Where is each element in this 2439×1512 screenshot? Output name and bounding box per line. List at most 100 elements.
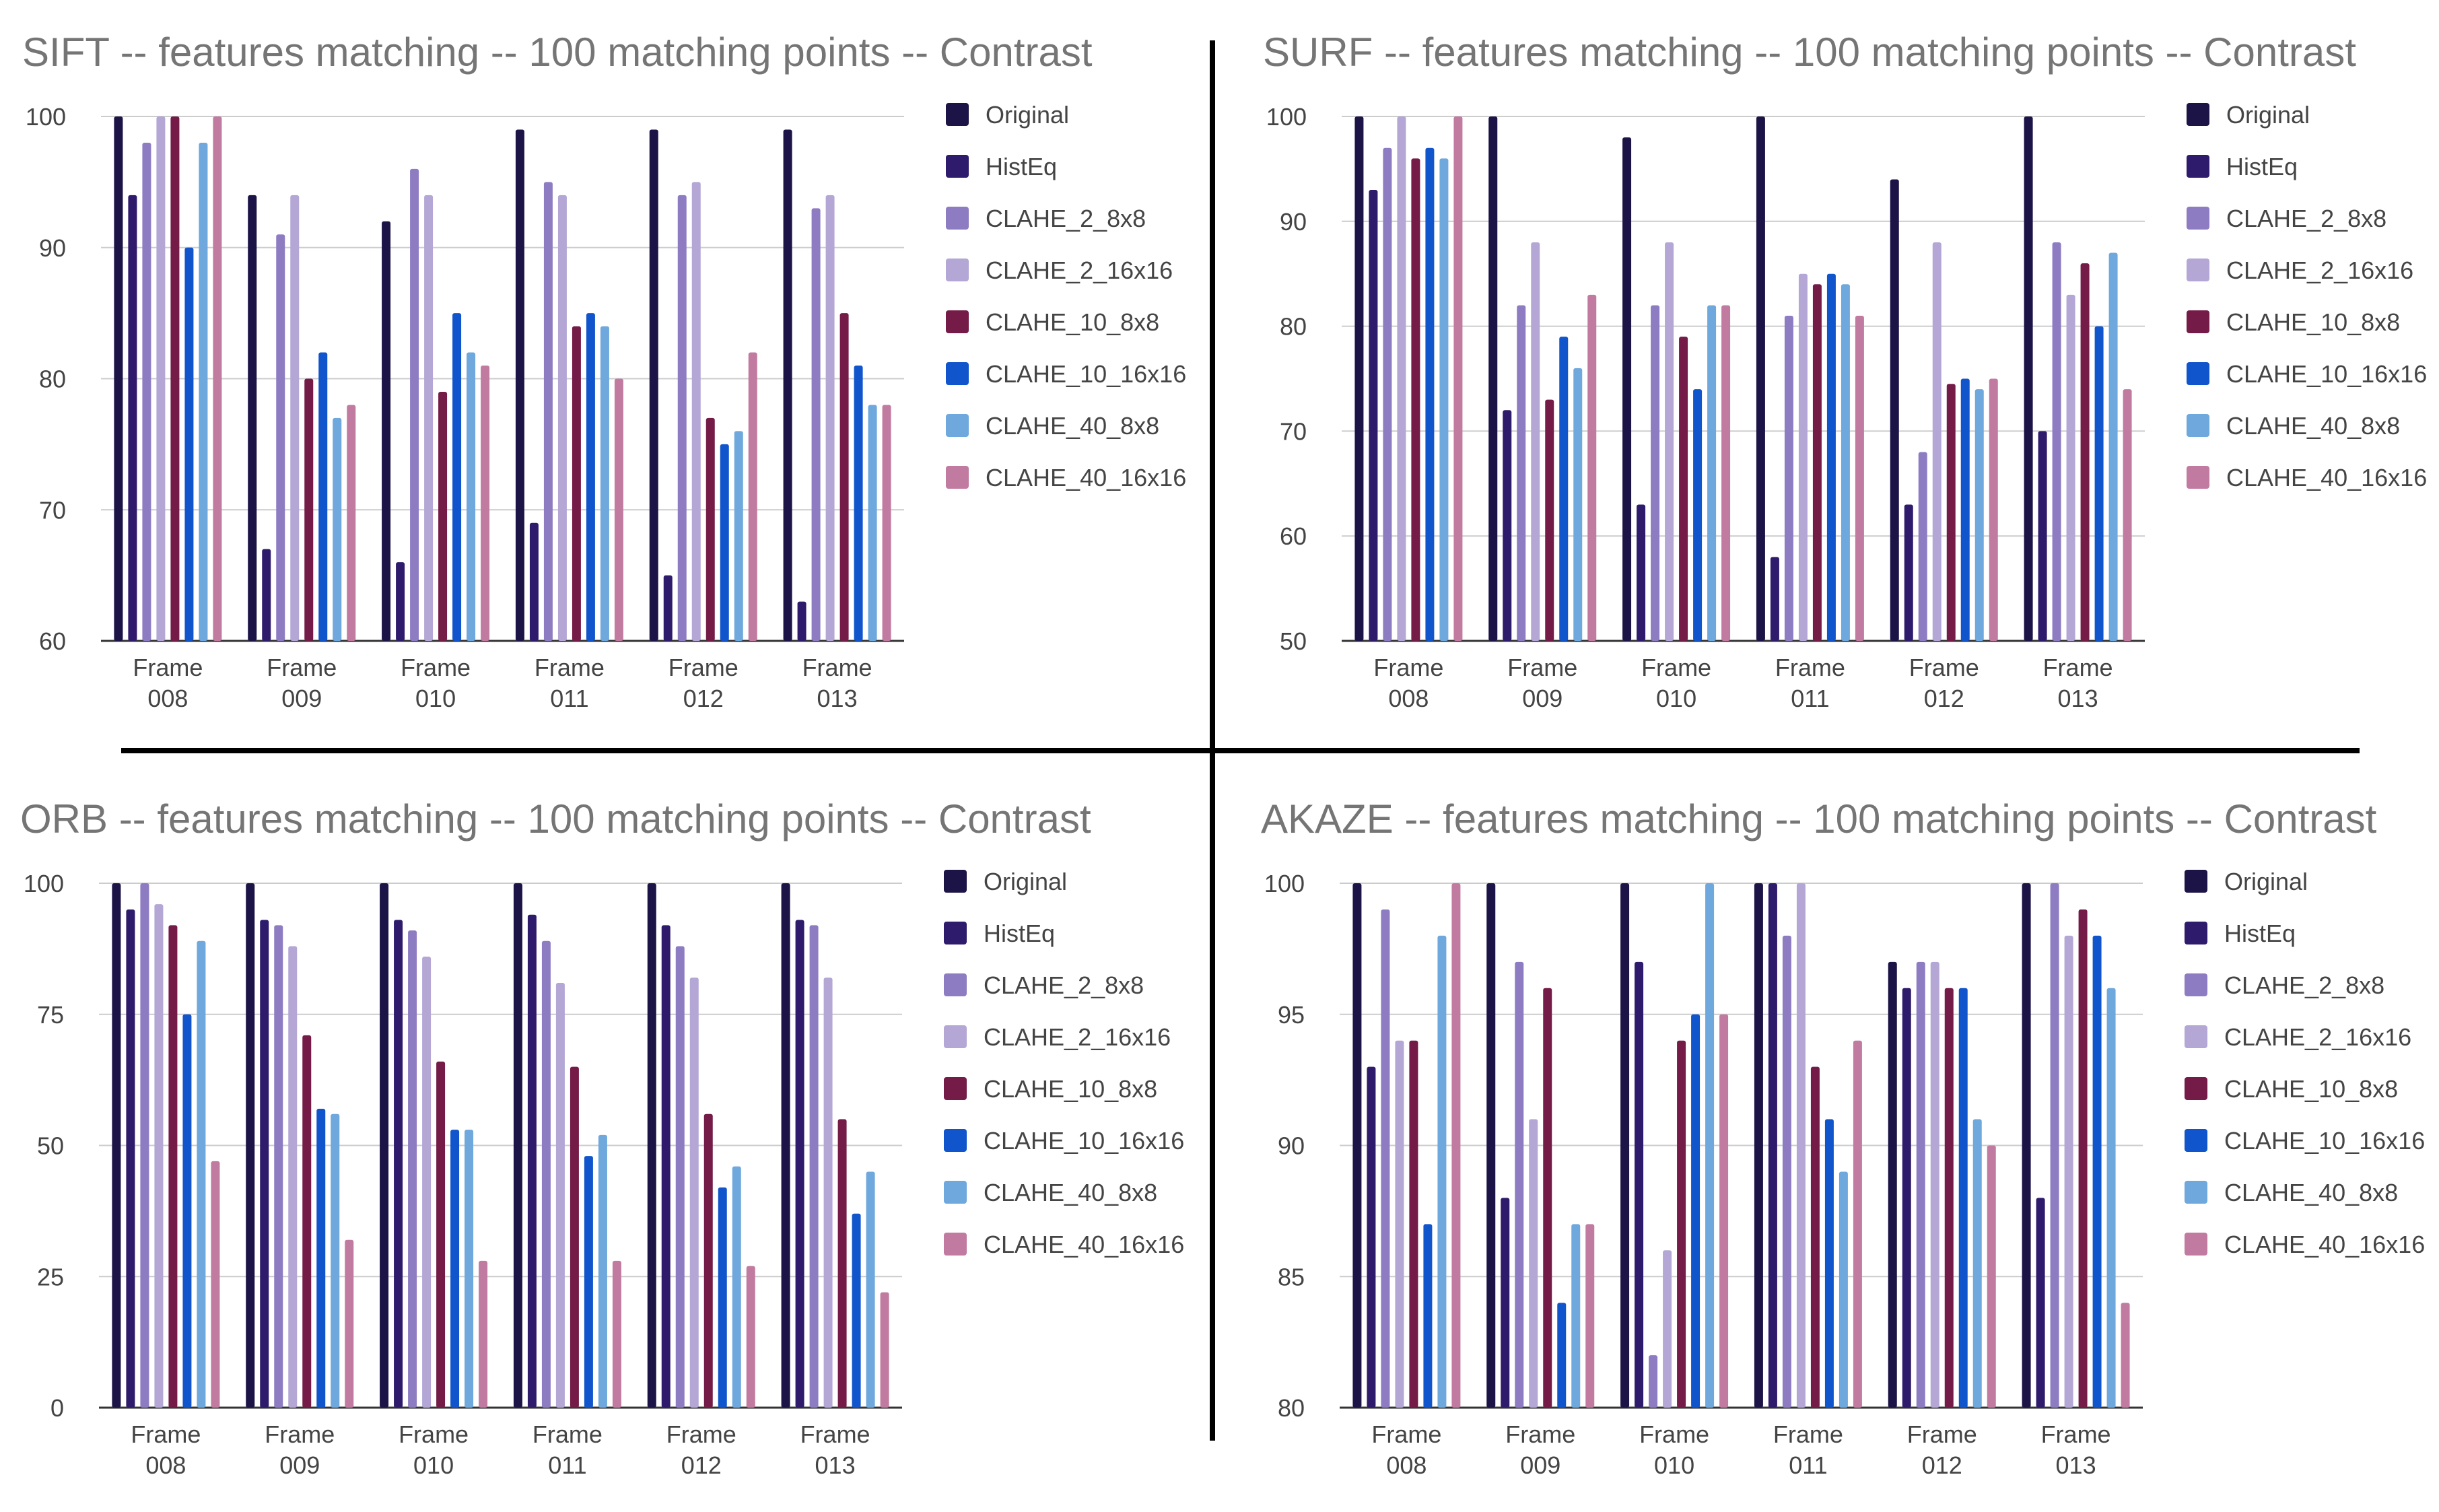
x-tick-label: Frame [1773, 1420, 1843, 1448]
bar-clahe-2-8x8 [1651, 305, 1660, 641]
legend-label: CLAHE_10_8x8 [986, 308, 1159, 336]
chart-title: SIFT -- features matching -- 100 matchin… [22, 30, 1093, 75]
bar-original [1754, 883, 1763, 1408]
bar-original [1890, 179, 1899, 642]
bar-clahe-2-8x8 [274, 925, 283, 1408]
bar-clahe-40-16x16 [748, 352, 757, 641]
legend-label: CLAHE_2_8x8 [2224, 971, 2384, 999]
x-tick-label: Frame [1909, 654, 1979, 681]
bar-clahe-10-16x16 [316, 1108, 326, 1408]
bar-histeq [1501, 1198, 1510, 1408]
bar-clahe-10-8x8 [837, 1119, 847, 1408]
bar-clahe-2-16x16 [557, 195, 567, 642]
bar-clahe-10-8x8 [436, 1061, 446, 1408]
legend-swatch [944, 870, 967, 893]
legend-label: CLAHE_40_16x16 [2224, 1231, 2425, 1258]
bar-clahe-40-8x8 [1972, 1119, 1982, 1408]
legend-swatch [2187, 155, 2209, 178]
x-tick-label: 008 [1388, 685, 1429, 712]
bar-clahe-10-16x16 [1423, 1224, 1433, 1408]
bar-original [112, 883, 121, 1408]
legend-label: HistEq [986, 153, 1057, 180]
bar-clahe-10-8x8 [706, 417, 715, 641]
bar-clahe-10-16x16 [2092, 935, 2102, 1408]
bar-histeq [1637, 504, 1646, 641]
legend-label: CLAHE_10_16x16 [2224, 1127, 2425, 1155]
bar-original [1354, 116, 1364, 641]
legend-swatch [946, 207, 969, 230]
y-tick-label: 95 [1278, 1001, 1305, 1029]
bar-original [1756, 116, 1765, 641]
bar-clahe-40-16x16 [1587, 294, 1597, 641]
x-tick-label: Frame [666, 1420, 736, 1448]
bar-clahe-10-8x8 [1677, 1040, 1686, 1408]
bar-original [2024, 116, 2033, 641]
bar-clahe-40-16x16 [345, 1239, 354, 1408]
bar-clahe-10-8x8 [1946, 384, 1956, 641]
bar-clahe-40-8x8 [1437, 935, 1447, 1408]
bar-clahe-10-8x8 [304, 378, 314, 641]
legend-swatch [2185, 870, 2207, 893]
bar-clahe-2-16x16 [290, 195, 300, 642]
bar-clahe-2-8x8 [1381, 909, 1390, 1408]
bar-clahe-2-8x8 [1649, 1355, 1658, 1408]
bar-histeq [1770, 557, 1779, 641]
bar-clahe-10-8x8 [2080, 263, 2090, 641]
x-tick-label: 011 [548, 1451, 586, 1479]
bar-clahe-2-8x8 [408, 930, 417, 1408]
bar-clahe-2-16x16 [555, 983, 565, 1408]
bar-clahe-40-16x16 [1853, 1040, 1862, 1408]
legend-label: CLAHE_40_8x8 [2224, 1179, 2398, 1206]
legend-label: CLAHE_10_8x8 [2226, 308, 2400, 336]
bar-clahe-40-8x8 [333, 417, 342, 641]
bar-clahe-40-16x16 [479, 1260, 488, 1408]
bar-original [647, 883, 656, 1408]
bar-clahe-10-8x8 [302, 1035, 312, 1408]
legend-swatch [946, 310, 969, 333]
bar-clahe-40-8x8 [197, 940, 206, 1408]
legend-swatch [944, 922, 967, 944]
bar-clahe-40-8x8 [1571, 1224, 1581, 1408]
bar-clahe-2-16x16 [1531, 242, 1540, 642]
legend-swatch [946, 466, 969, 489]
x-tick-label: Frame [2041, 1420, 2111, 1448]
bar-histeq [1367, 1066, 1376, 1408]
bar-clahe-2-8x8 [1515, 961, 1524, 1408]
legend-label: CLAHE_2_16x16 [986, 256, 1173, 284]
bar-clahe-2-8x8 [142, 142, 151, 641]
legend-swatch [946, 259, 969, 281]
bar-clahe-10-16x16 [2094, 326, 2104, 641]
x-tick-label: 008 [147, 685, 188, 712]
bar-histeq [260, 920, 269, 1408]
bar-clahe-10-16x16 [1693, 389, 1703, 641]
bar-clahe-10-8x8 [168, 925, 178, 1408]
x-tick-label: 013 [815, 1451, 856, 1479]
y-tick-label: 75 [37, 1001, 64, 1029]
legend-label: CLAHE_2_8x8 [986, 205, 1146, 232]
bar-clahe-10-16x16 [586, 313, 595, 641]
x-tick-label: Frame [131, 1420, 201, 1448]
x-tick-label: Frame [265, 1420, 335, 1448]
bar-histeq [262, 549, 271, 641]
bar-histeq [527, 914, 537, 1408]
y-tick-label: 90 [1278, 1132, 1305, 1160]
bar-clahe-10-16x16 [450, 1130, 460, 1408]
legend-label: Original [986, 101, 1069, 129]
x-tick-label: 009 [1520, 1451, 1560, 1479]
legend-label: Original [984, 868, 1067, 895]
bar-clahe-2-16x16 [1796, 883, 1806, 1408]
legend-label: CLAHE_40_16x16 [984, 1231, 1184, 1258]
bar-clahe-10-8x8 [1411, 158, 1420, 641]
legend-label: CLAHE_10_8x8 [2224, 1075, 2398, 1103]
bar-clahe-2-8x8 [276, 234, 285, 641]
bar-clahe-2-8x8 [543, 182, 553, 641]
bar-clahe-40-16x16 [612, 1260, 621, 1408]
bar-clahe-10-8x8 [839, 313, 849, 641]
bar-clahe-10-8x8 [2078, 909, 2088, 1408]
bar-clahe-40-8x8 [1705, 883, 1715, 1408]
bar-original [513, 883, 522, 1408]
bar-clahe-10-8x8 [1810, 1066, 1820, 1408]
legend-swatch [2187, 259, 2209, 281]
bar-clahe-40-16x16 [1721, 305, 1731, 641]
bar-original [1486, 883, 1496, 1408]
